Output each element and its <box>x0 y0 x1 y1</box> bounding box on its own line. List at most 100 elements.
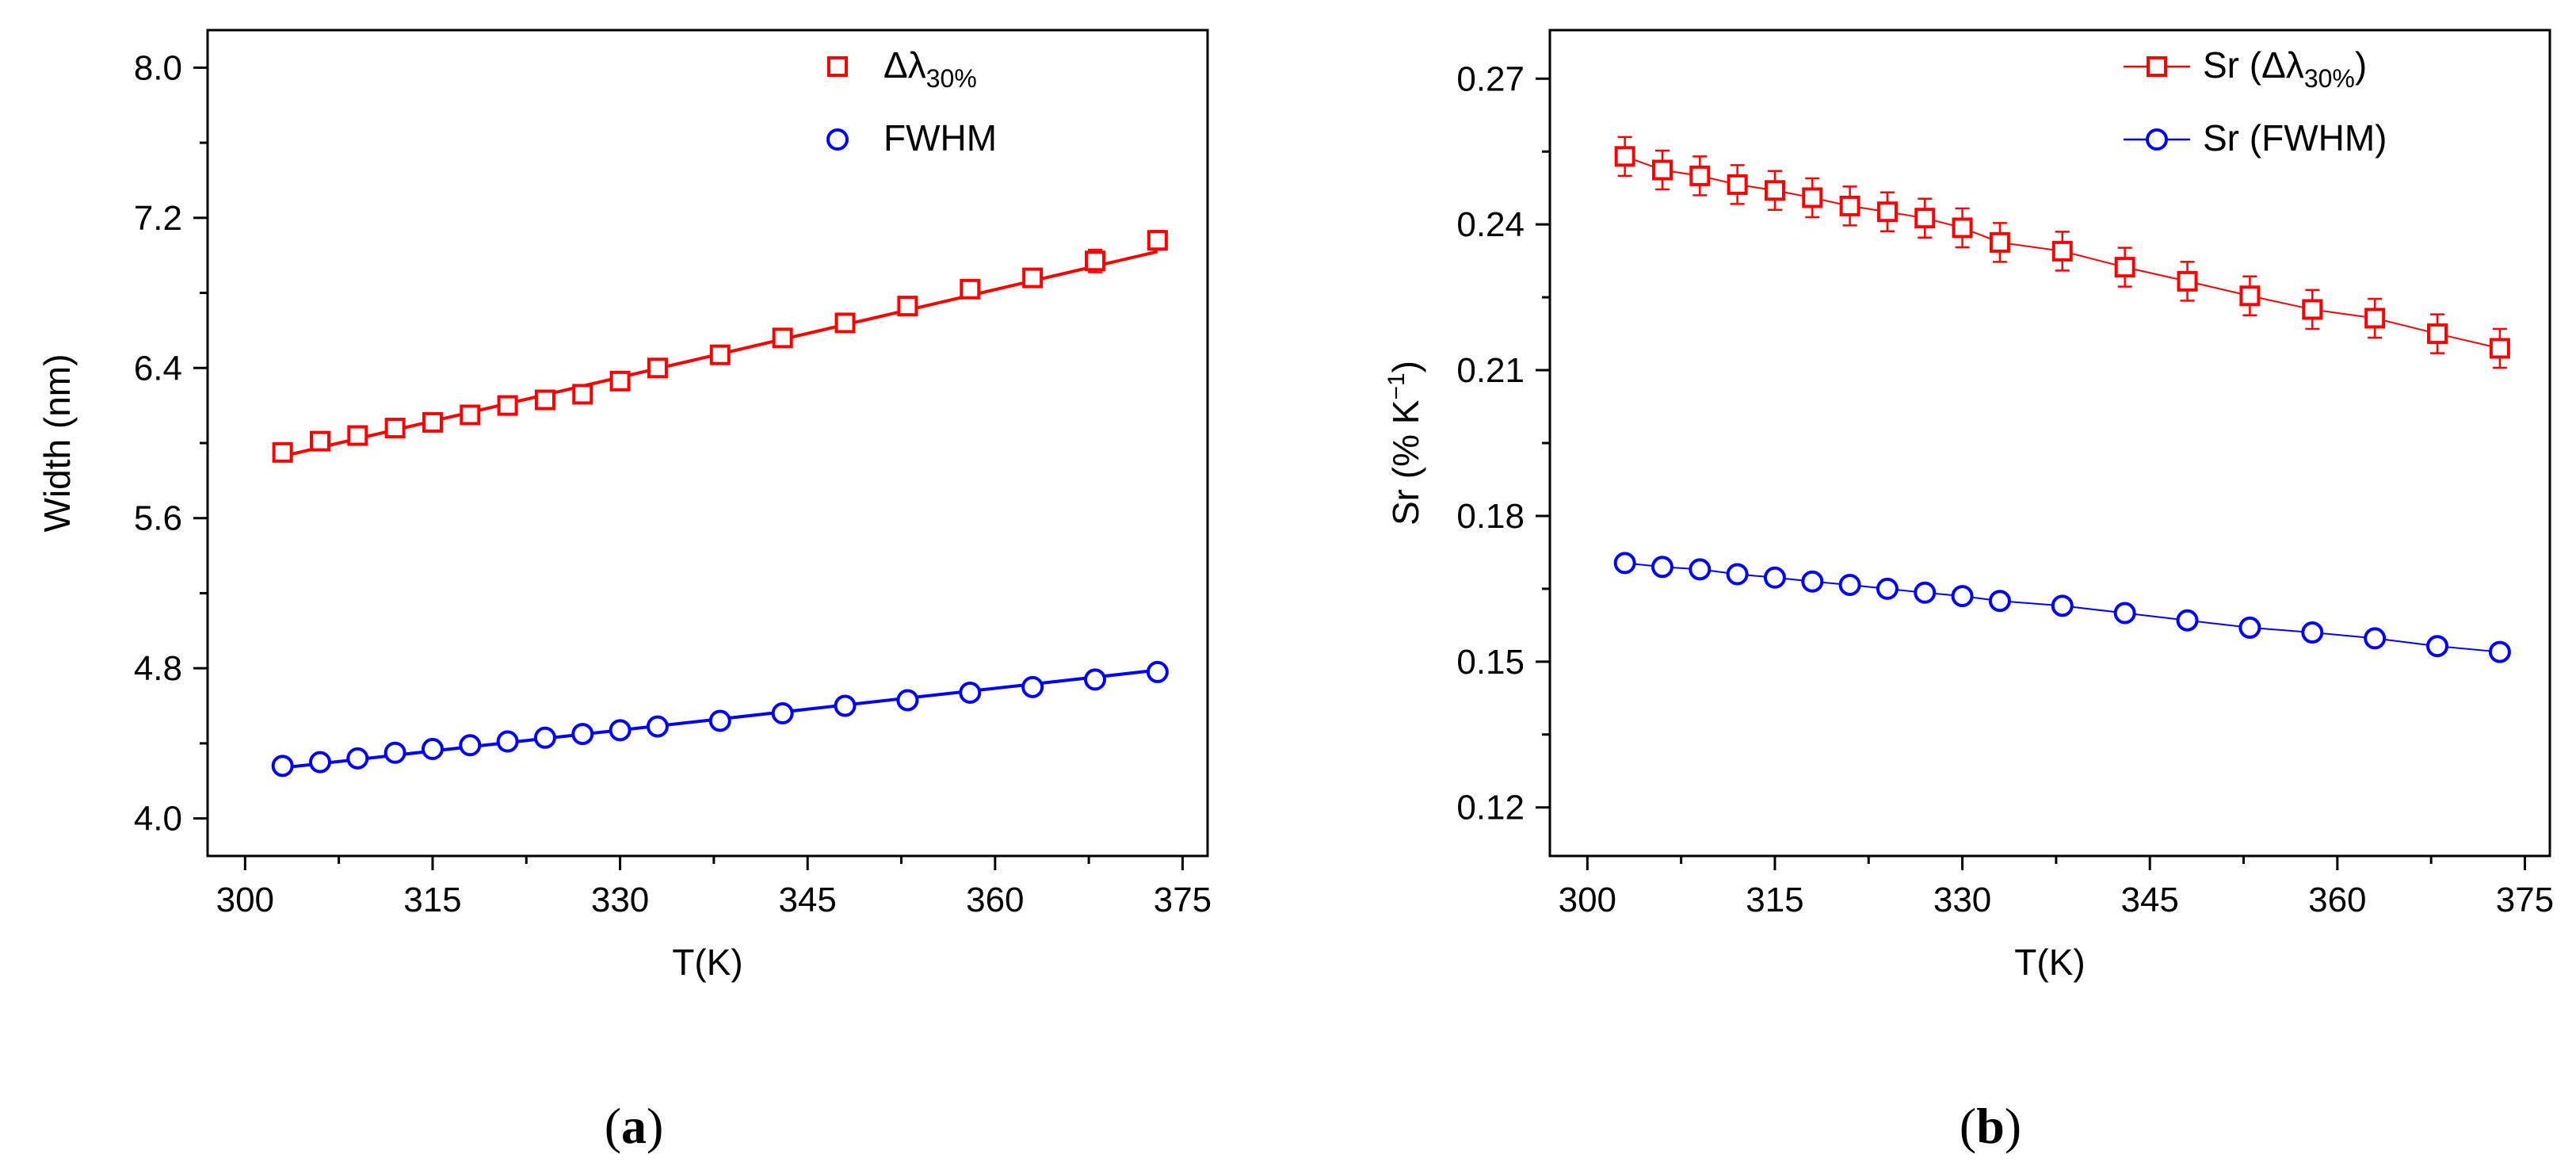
panel-a-data-point <box>834 312 856 334</box>
panel-b-y-tick-label: 0.15 <box>1456 643 1525 682</box>
panel-b-data-point <box>1764 180 1785 201</box>
panel-b-legend-marker <box>2147 56 2167 77</box>
panel-b-data-point <box>1802 187 1823 208</box>
panel-b-data-point <box>2364 627 2387 650</box>
panel-a-x-tick-label: 330 <box>591 881 649 919</box>
panel-a-data-point <box>959 681 982 704</box>
panel-b-y-tick-label: 0.18 <box>1456 497 1525 536</box>
panel-b-y-tick-label: 0.21 <box>1456 351 1525 390</box>
panel-b-data-point <box>2302 299 2323 320</box>
panel-b-x-tick-label: 315 <box>1746 881 1803 919</box>
panel-b-data-point <box>1839 195 1860 216</box>
panel-a-data-point <box>1022 267 1044 288</box>
panel-b-data-point <box>2113 602 2136 625</box>
panel-b-y-tick-label: 0.12 <box>1456 789 1525 827</box>
panel-b-data-point <box>1914 581 1937 604</box>
panel-a-y-tick-label: 5.6 <box>134 499 182 538</box>
panel-a-y-tick-label: 7.2 <box>134 199 182 238</box>
panel-b-data-point <box>2364 308 2386 329</box>
panel-a-data-point <box>309 430 330 452</box>
panel-b-y-axis-label-sup: −1 <box>1383 373 1410 399</box>
panel-b-y-axis-label-end: ) <box>1385 361 1426 373</box>
panel-b-y-tick-label: 0.27 <box>1456 59 1525 98</box>
panel-b-legend-label: Sr (FWHM) <box>2203 117 2387 159</box>
panel-b-y-axis-label: Sr (% K−1) <box>1383 361 1426 525</box>
panel-a-legend-marker <box>827 56 848 77</box>
panel-b-series-red <box>1614 136 2510 369</box>
panel-a-data-point <box>346 747 369 770</box>
panel-b-caption-letter: b <box>1976 1098 2005 1154</box>
panel-a-series-blue <box>271 660 1169 778</box>
panel-b-series <box>1613 136 2511 663</box>
panel-b-data-point <box>2238 616 2261 639</box>
panel-b-data-point <box>2051 594 2074 617</box>
panel-b-data-point <box>1876 577 1899 600</box>
panel-a-data-point <box>422 411 443 433</box>
panel-a-legend-label: FWHM <box>883 117 997 159</box>
panel-a-data-point <box>534 389 555 411</box>
panel-a-data-point <box>460 404 481 426</box>
panel-a-data-point <box>647 357 668 379</box>
panel-b-x-tick-label: 345 <box>2120 881 2178 919</box>
panel-b-data-point <box>1651 159 1673 181</box>
panel-b-data-point <box>1689 558 1712 581</box>
panel-a-data-point <box>834 694 857 717</box>
panel-a-legend-entry: FWHM <box>826 117 997 159</box>
panel-a-chart: 300 315 330 345 360 375 4.0 4.8 5.6 6.4 7.2 8.0 T(K… <box>36 29 1212 1154</box>
panel-a-legend-marker <box>826 128 849 151</box>
panel-a-y-axis-label: Width (nm) <box>36 354 78 533</box>
panel-b-legend-entry: Sr (Δλ30%) <box>2124 44 2367 93</box>
panel-a-data-point <box>533 726 556 749</box>
panel-a-y-tick-label: 6.4 <box>134 349 182 388</box>
panel-a-series-red <box>272 230 1168 463</box>
panel-a-data-point <box>571 723 594 746</box>
panel-b-data-point <box>1952 217 1973 239</box>
panel-b-data-point <box>1989 231 2010 253</box>
panel-a-x-tick-label: 300 <box>216 881 274 919</box>
panel-b-y-axis-label-main: Sr (% K <box>1385 399 1426 525</box>
panel-b-data-point <box>1988 590 2011 613</box>
panel-b-data-point <box>2427 323 2448 345</box>
panel-a-data-point <box>772 327 793 349</box>
panel-a-data-point <box>1147 230 1168 251</box>
panel-a-data-point <box>896 689 919 712</box>
panel-b-y-tick-label: 0.24 <box>1456 205 1525 244</box>
panel-a-caption-letter: a <box>621 1098 647 1154</box>
panel-b-x-tick-label: 330 <box>1933 881 1991 919</box>
panel-a-data-point <box>1146 660 1169 683</box>
panel-a-data-point <box>459 734 482 757</box>
panel-a-data-point <box>708 709 731 732</box>
panel-a-data-point <box>609 370 631 392</box>
panel-b-data-point <box>2176 609 2199 632</box>
panel-b-chart: 300 315 330 345 360 375 0.12 0.15 0.18 0.21 0.24 0.… <box>1383 29 2554 1154</box>
panel-b-data-point <box>1613 552 1636 575</box>
panel-b-data-point <box>2426 635 2449 658</box>
panel-a-legend-entry: Δλ30% <box>827 44 977 93</box>
panel-a-series <box>271 230 1169 778</box>
panel-a-y-tick-label: 4.0 <box>134 800 182 839</box>
panel-b-data-point <box>1763 566 1786 589</box>
panel-a-y-tick-label: 4.8 <box>134 649 182 688</box>
panel-a-data-point <box>384 418 406 439</box>
panel-a-caption: (a) <box>605 1098 664 1154</box>
panel-b-data-point <box>1951 585 1974 608</box>
panel-b-data-point <box>2239 285 2261 307</box>
panel-a-data-point <box>497 395 518 416</box>
panel-a-data-point <box>384 741 406 764</box>
panel-a-x-tick-label: 315 <box>403 881 461 919</box>
panel-b-data-point <box>1614 146 1635 167</box>
panel-a-x-tick-label: 375 <box>1154 881 1212 919</box>
panel-b-x-tick-label: 300 <box>1559 881 1616 919</box>
panel-b-series-blue <box>1613 552 2511 663</box>
panel-b-data-point <box>1838 573 1861 596</box>
panel-b-data-point <box>1689 165 1711 186</box>
panel-a-data-point <box>308 751 331 774</box>
panel-b-data-point <box>2051 240 2073 262</box>
panel-a-data-point <box>646 715 669 738</box>
panel-a-x-tick-label: 360 <box>966 881 1024 919</box>
panel-a-data-point <box>1021 675 1044 698</box>
panel-b-x-tick-label: 375 <box>2496 881 2554 919</box>
panel-b-data-point <box>1727 174 1748 195</box>
panel-a-data-point <box>271 755 294 778</box>
